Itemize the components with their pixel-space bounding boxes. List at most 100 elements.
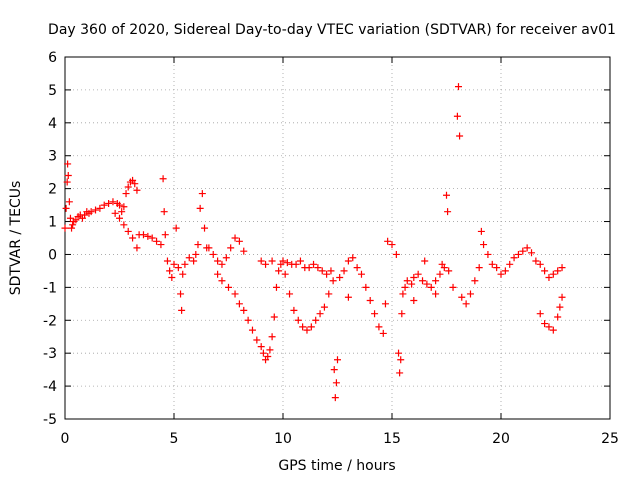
y-axis-label: SDTVAR / TECUs (8, 181, 24, 296)
data-point (466, 290, 474, 298)
data-point (484, 250, 492, 258)
data-point (272, 283, 280, 291)
data-point (105, 199, 113, 207)
data-point (477, 227, 485, 235)
data-point (454, 83, 462, 91)
x-tick-label: 20 (492, 431, 510, 447)
data-point (336, 273, 344, 281)
data-point (235, 237, 243, 245)
data-point (283, 259, 291, 267)
data-point (545, 323, 553, 331)
data-point (290, 306, 298, 314)
data-point (381, 300, 389, 308)
data-point (316, 310, 324, 318)
data-point (225, 283, 232, 291)
data-point (279, 257, 287, 265)
data-point (554, 313, 562, 321)
data-point (344, 257, 352, 265)
x-tick-label: 25 (601, 431, 619, 447)
data-point (163, 257, 171, 265)
data-point (227, 244, 235, 252)
data-point (64, 160, 72, 168)
data-point (392, 250, 400, 258)
data-point (118, 208, 126, 216)
data-point (323, 270, 331, 278)
data-point (262, 260, 270, 268)
data-point (480, 241, 488, 249)
data-point (222, 254, 230, 262)
data-point (268, 333, 276, 341)
data-point (558, 264, 566, 272)
data-point (449, 283, 457, 291)
data-point (87, 208, 95, 216)
data-point (357, 270, 365, 278)
data-point (453, 112, 461, 120)
data-point (185, 254, 193, 262)
x-tick-label: 0 (61, 431, 70, 447)
data-point (427, 283, 435, 291)
data-point (536, 310, 544, 318)
y-tick-label: 0 (48, 247, 57, 263)
data-point (549, 326, 557, 334)
data-point (398, 310, 406, 318)
data-point (471, 277, 479, 285)
data-point (192, 250, 200, 258)
data-point (259, 349, 267, 357)
data-point (334, 356, 341, 364)
data-point (120, 221, 128, 229)
data-point (286, 290, 294, 298)
data-point (332, 379, 340, 387)
data-point (124, 227, 132, 235)
data-point (161, 231, 169, 239)
data-point (501, 267, 509, 275)
data-point (432, 277, 440, 285)
data-point (545, 273, 553, 281)
data-point (148, 234, 156, 242)
data-point (510, 254, 518, 262)
data-point (549, 270, 557, 278)
data-point (129, 234, 137, 242)
data-point (388, 241, 396, 249)
data-point (214, 270, 222, 278)
data-point (159, 175, 167, 183)
x-axis-label: GPS time / hours (278, 458, 395, 474)
data-point (379, 329, 387, 337)
data-point (133, 186, 141, 194)
data-point (194, 241, 202, 249)
data-point (62, 204, 70, 212)
data-point (329, 277, 337, 285)
data-point (253, 336, 261, 344)
data-point (231, 290, 239, 298)
data-point (475, 264, 483, 272)
data-point (109, 198, 117, 206)
data-point (294, 316, 302, 324)
y-tick-label: 5 (48, 83, 57, 99)
data-point (410, 297, 418, 305)
data-point (299, 323, 307, 331)
data-point (330, 366, 338, 374)
data-point (395, 349, 403, 357)
data-point (456, 132, 464, 140)
data-point (331, 394, 339, 402)
data-point (196, 204, 204, 212)
data-point (120, 203, 128, 211)
data-point (493, 264, 501, 272)
data-point (506, 260, 514, 268)
data-point (403, 277, 411, 285)
chart-title: Day 360 of 2020, Sidereal Day-to-day VTE… (48, 22, 616, 38)
data-point (556, 303, 564, 311)
y-tick-label: 2 (48, 182, 57, 198)
data-point (64, 171, 72, 179)
data-point (558, 293, 566, 301)
data-point (384, 237, 392, 245)
data-point (131, 180, 139, 188)
data-point (181, 260, 189, 268)
data-point (139, 231, 147, 239)
data-point (133, 244, 141, 252)
data-point (519, 247, 527, 255)
data-point (310, 260, 318, 268)
data-point (270, 313, 278, 321)
data-point (218, 260, 226, 268)
data-point (170, 260, 178, 268)
